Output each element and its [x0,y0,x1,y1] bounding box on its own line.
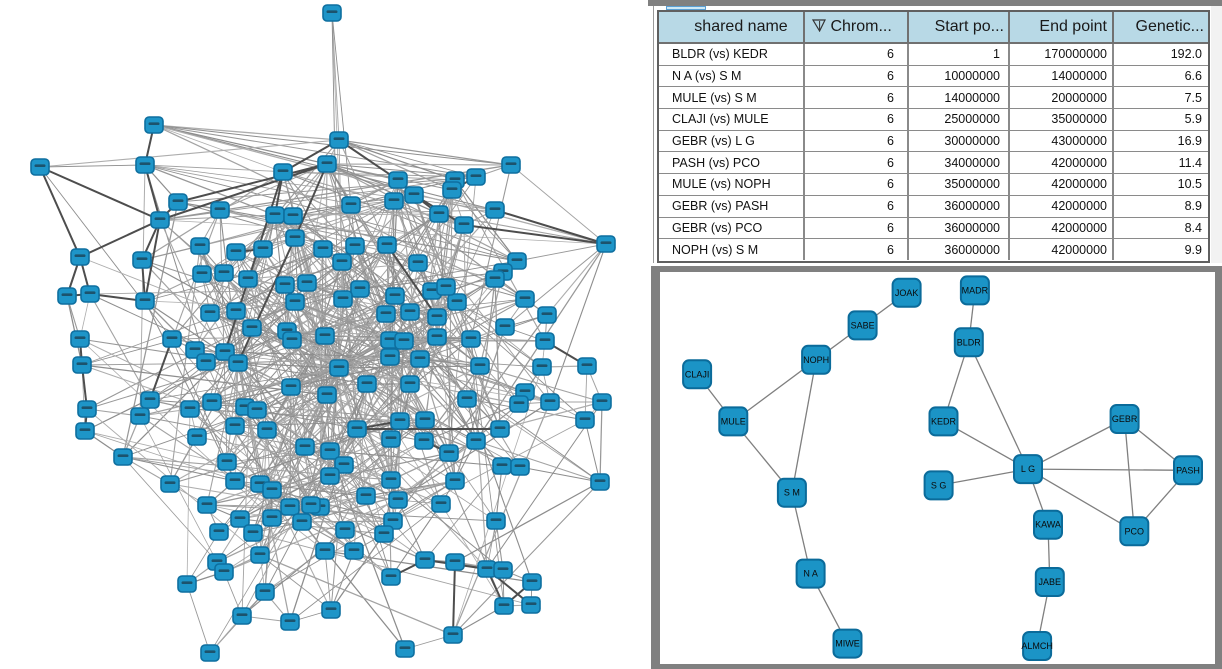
svg-text:KEDR: KEDR [931,416,957,426]
svg-text:MIWE: MIWE [835,639,860,649]
svg-text:GEBR: GEBR [1112,414,1138,424]
svg-text:BLDR: BLDR [957,337,982,347]
svg-text:L G: L G [1021,464,1035,474]
svg-text:MULE: MULE [721,416,746,426]
svg-text:MADR: MADR [962,285,989,295]
svg-text:S G: S G [931,480,947,490]
svg-text:PCO: PCO [1125,526,1145,536]
svg-text:JOAK: JOAK [895,288,919,298]
svg-text:KAWA: KAWA [1035,520,1061,530]
svg-text:S M: S M [784,488,800,498]
svg-text:PASH: PASH [1176,465,1200,475]
svg-text:SABE: SABE [851,320,875,330]
svg-text:JABE: JABE [1039,577,1062,587]
svg-text:CLAJI: CLAJI [685,369,710,379]
svg-text:N A: N A [803,569,818,579]
svg-text:NOPH: NOPH [803,355,829,365]
svg-text:ALMCH: ALMCH [1021,641,1053,651]
